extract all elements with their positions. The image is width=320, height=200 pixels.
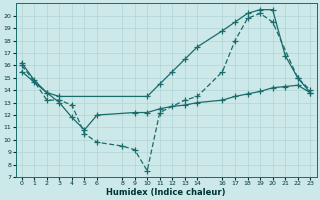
X-axis label: Humidex (Indice chaleur): Humidex (Indice chaleur) <box>106 188 226 197</box>
